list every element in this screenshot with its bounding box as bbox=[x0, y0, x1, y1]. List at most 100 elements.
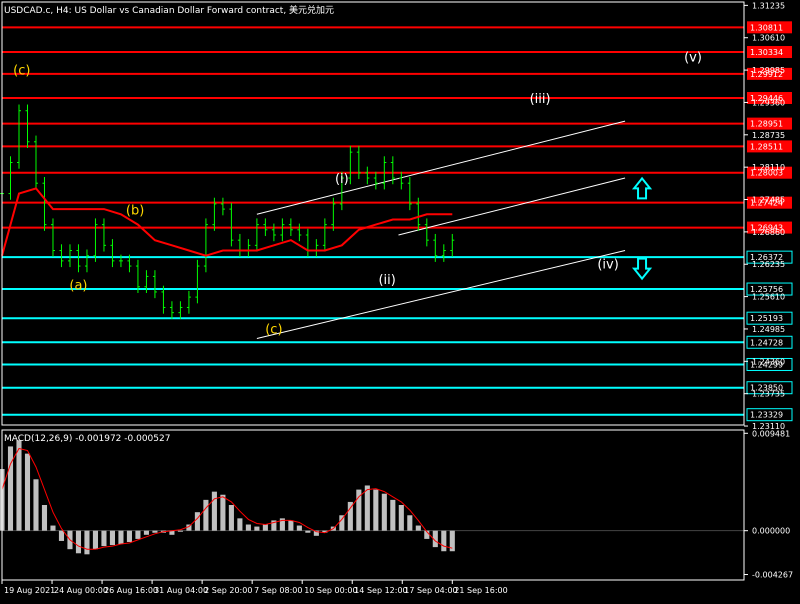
support-price-tag bbox=[746, 357, 793, 371]
wave-label: (c) bbox=[13, 63, 30, 78]
wave-label: (iii) bbox=[530, 92, 551, 107]
wave-label: (iv) bbox=[597, 258, 618, 273]
support-price-tag bbox=[746, 381, 793, 395]
wave-label: (b) bbox=[126, 203, 144, 218]
macd-histogram-bar bbox=[364, 485, 370, 531]
support-price-tag bbox=[746, 408, 793, 422]
y-tick-label: 1.23110 bbox=[752, 422, 785, 431]
macd-histogram-bar bbox=[84, 530, 90, 555]
macd-histogram-bar bbox=[296, 525, 302, 531]
resistance-price-tag bbox=[747, 46, 792, 59]
macd-histogram-bar bbox=[313, 530, 319, 536]
resistance-price-label: 1.30334 bbox=[750, 48, 783, 57]
support-price-tag bbox=[746, 282, 793, 296]
macd-histogram-bar bbox=[194, 512, 200, 531]
support-price-label: 1.23850 bbox=[750, 384, 783, 393]
macd-histogram-bar bbox=[424, 530, 430, 539]
macd-histogram-bar bbox=[186, 524, 192, 531]
macd-y-tick-label: 0.009481 bbox=[752, 429, 790, 438]
macd-histogram-bar bbox=[305, 530, 311, 533]
x-tick-label: 19 Aug 2021 bbox=[4, 586, 55, 595]
support-price-tag bbox=[746, 311, 793, 325]
macd-title: MACD(12,26,9) -0.001972 -0.000527 bbox=[4, 434, 170, 444]
macd-histogram-bar bbox=[118, 530, 124, 545]
macd-histogram-bar bbox=[152, 530, 158, 533]
macd-histogram-bar bbox=[339, 515, 345, 531]
macd-histogram-bar bbox=[41, 505, 48, 531]
y-tick-label: 1.23735 bbox=[752, 390, 785, 399]
y-tick-label: 1.30610 bbox=[752, 34, 785, 43]
resistance-price-tag bbox=[747, 140, 792, 153]
channel-line[interactable] bbox=[256, 250, 626, 340]
resistance-price-label: 1.28003 bbox=[750, 169, 783, 178]
resistance-price-tag bbox=[747, 117, 792, 130]
macd-histogram-bar bbox=[16, 440, 22, 531]
macd-histogram-bar bbox=[262, 524, 268, 531]
macd-histogram-bar bbox=[109, 530, 115, 546]
resistance-price-label: 1.27424 bbox=[750, 199, 783, 208]
y-tick-label: 1.28735 bbox=[752, 131, 785, 140]
y-tick-label: 1.31235 bbox=[752, 1, 785, 10]
macd-histogram-bar bbox=[449, 530, 455, 552]
channel-line[interactable] bbox=[256, 120, 626, 215]
resistance-price-label: 1.29446 bbox=[750, 94, 783, 103]
macd-histogram-bar bbox=[398, 505, 404, 531]
macd-histogram-bar bbox=[432, 530, 438, 548]
arrow-down-icon bbox=[631, 257, 653, 281]
macd-histogram-bar bbox=[441, 530, 447, 552]
macd-histogram-bar bbox=[126, 530, 132, 542]
macd-histogram-bar bbox=[169, 530, 175, 535]
support-price-label: 1.24299 bbox=[750, 360, 783, 369]
macd-histogram-bar bbox=[373, 489, 379, 531]
macd-histogram-bar bbox=[75, 530, 82, 554]
wave-label: (ii) bbox=[378, 273, 395, 288]
support-price-label: 1.26372 bbox=[750, 253, 783, 262]
resistance-price-label: 1.29912 bbox=[750, 70, 783, 79]
arrow-up-icon bbox=[631, 176, 653, 200]
resistance-price-tag bbox=[747, 21, 792, 34]
channel-line[interactable] bbox=[398, 177, 626, 236]
x-tick-label: 21 Sep 16:00 bbox=[454, 586, 507, 595]
macd-histogram-bar bbox=[135, 530, 141, 539]
support-price-label: 1.23329 bbox=[750, 411, 783, 420]
macd-histogram-bar bbox=[381, 493, 387, 531]
y-tick-label: 1.26860 bbox=[752, 228, 785, 237]
macd-histogram-bar bbox=[7, 446, 14, 531]
support-price-tag bbox=[746, 335, 793, 349]
macd-histogram-bar bbox=[203, 499, 209, 531]
macd-histogram-bar bbox=[220, 494, 226, 531]
support-price-label: 1.25756 bbox=[750, 285, 783, 294]
x-tick-label: 10 Sep 00:00 bbox=[304, 586, 357, 595]
macd-histogram-bar bbox=[288, 520, 294, 531]
macd-histogram-bar bbox=[254, 526, 260, 531]
chart-title: USDCAD.c, H4: US Dollar vs Canadian Doll… bbox=[4, 4, 334, 16]
macd-histogram-bar bbox=[33, 479, 39, 531]
macd-histogram-bar bbox=[143, 530, 149, 535]
macd-histogram-bar bbox=[237, 518, 243, 531]
y-tick-label: 1.26235 bbox=[752, 260, 785, 269]
macd-histogram-bar bbox=[356, 489, 362, 531]
x-tick-label: 24 Aug 00:00 bbox=[54, 586, 108, 595]
macd-histogram-bar bbox=[101, 530, 107, 547]
resistance-price-tag bbox=[747, 67, 792, 80]
x-tick-label: 31 Aug 04:00 bbox=[154, 586, 208, 595]
macd-histogram-bar bbox=[50, 525, 56, 531]
resistance-price-label: 1.28951 bbox=[750, 120, 783, 129]
macd-histogram-bar bbox=[228, 505, 234, 531]
x-tick-label: 7 Sep 08:00 bbox=[254, 586, 302, 595]
macd-signal-line bbox=[1, 447, 453, 550]
macd-y-tick-label: 0.000000 bbox=[752, 527, 790, 536]
macd-y-tick-label: -0.004267 bbox=[752, 571, 793, 580]
resistance-price-label: 1.28511 bbox=[750, 142, 783, 151]
wave-label: (i) bbox=[335, 172, 349, 187]
macd-histogram-bar bbox=[271, 520, 277, 531]
macd-panel-frame bbox=[1, 429, 745, 581]
x-tick-label: 26 Aug 16:00 bbox=[104, 586, 158, 595]
macd-histogram-bar bbox=[347, 501, 353, 531]
support-price-label: 1.25193 bbox=[750, 314, 783, 323]
macd-histogram-bar bbox=[58, 530, 65, 541]
x-tick-label: 14 Sep 12:00 bbox=[354, 586, 407, 595]
